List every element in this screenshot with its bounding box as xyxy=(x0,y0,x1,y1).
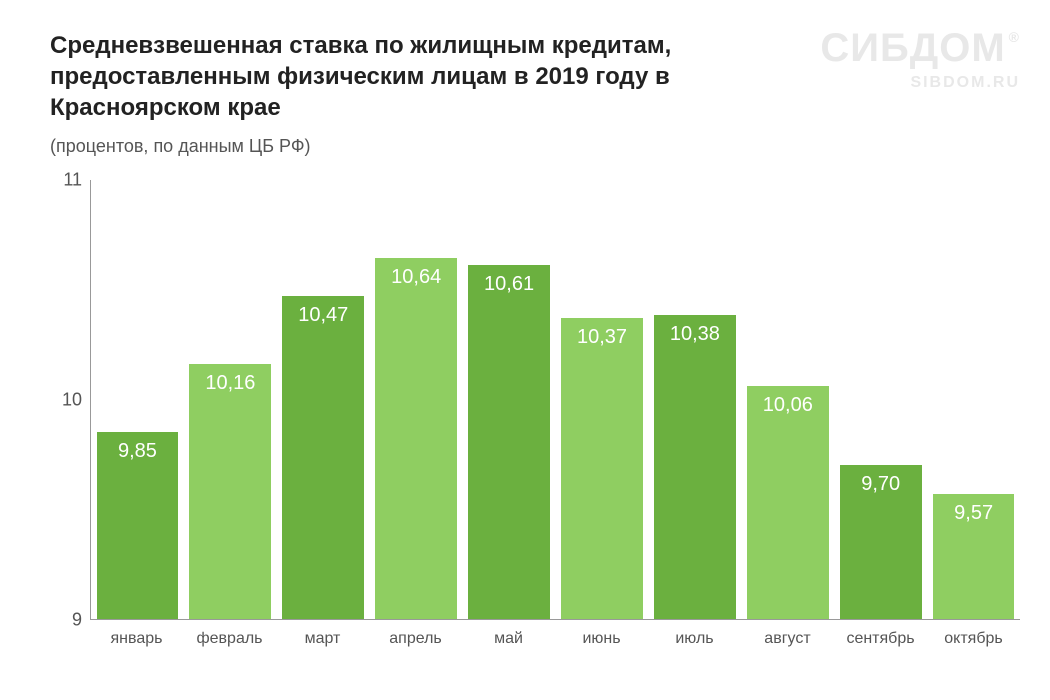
chart-area: 91011 9,85 10,16 10,47 10,64 10,61 10,37 10,38… xyxy=(50,180,1020,660)
chart-title: Средневзвешенная ставка по жилищным кред… xyxy=(50,30,750,124)
watermark-registered: ® xyxy=(1009,30,1020,44)
watermark: СИБДОМ ® SIBDOM.RU xyxy=(820,28,1020,92)
y-tick-label: 11 xyxy=(63,170,82,191)
bar-value-label: 9,57 xyxy=(933,502,1015,525)
x-tick-label: апрель xyxy=(369,622,462,648)
y-tick-label: 10 xyxy=(62,390,82,411)
x-tick-label: май xyxy=(462,622,555,648)
x-tick-label: июль xyxy=(648,622,741,648)
bar-slot: 10,47 xyxy=(277,180,370,619)
bar: 9,70 xyxy=(840,465,922,619)
x-tick-label: январь xyxy=(90,622,183,648)
bar: 10,06 xyxy=(747,386,829,619)
x-tick-label: июнь xyxy=(555,622,648,648)
x-tick-label: август xyxy=(741,622,834,648)
bar-value-label: 10,06 xyxy=(747,394,829,417)
bar-slot: 9,70 xyxy=(834,180,927,619)
bar-value-label: 10,47 xyxy=(282,304,364,327)
bar-slot: 9,85 xyxy=(91,180,184,619)
bar-value-label: 9,70 xyxy=(840,473,922,496)
bar-slot: 10,16 xyxy=(184,180,277,619)
watermark-site: SIBDOM.RU xyxy=(820,74,1020,92)
bar: 10,37 xyxy=(561,318,643,619)
bar: 10,16 xyxy=(189,364,271,619)
bar-value-label: 10,16 xyxy=(189,372,271,395)
bar-value-label: 10,64 xyxy=(375,266,457,289)
bar-value-label: 10,61 xyxy=(468,273,550,296)
bar-slot: 10,06 xyxy=(741,180,834,619)
bar-slot: 9,57 xyxy=(927,180,1020,619)
chart-subtitle: (процентов, по данным ЦБ РФ) xyxy=(50,136,750,157)
x-tick-label: сентябрь xyxy=(834,622,927,648)
watermark-brand: СИБДОМ ® xyxy=(820,28,1020,68)
bar: 9,57 xyxy=(933,494,1015,619)
bar: 10,47 xyxy=(282,296,364,619)
page-root: СИБДОМ ® SIBDOM.RU Средневзвешенная став… xyxy=(0,0,1050,700)
watermark-brand-text: СИБДОМ xyxy=(820,28,1005,68)
title-block: Средневзвешенная ставка по жилищным кред… xyxy=(50,30,750,157)
bar: 10,61 xyxy=(468,265,550,619)
bar-value-label: 10,38 xyxy=(654,323,736,346)
x-axis: январьфевральмартапрельмайиюньиюльавгуст… xyxy=(90,622,1020,648)
bar: 10,64 xyxy=(375,258,457,619)
plot-area: 9,85 10,16 10,47 10,64 10,61 10,37 10,38 10,06 9… xyxy=(90,180,1020,620)
bar: 9,85 xyxy=(97,432,179,619)
bar-slot: 10,38 xyxy=(648,180,741,619)
bar-slot: 10,64 xyxy=(370,180,463,619)
bar: 10,38 xyxy=(654,315,736,619)
bar-value-label: 9,85 xyxy=(97,440,179,463)
bars-container: 9,85 10,16 10,47 10,64 10,61 10,37 10,38 10,06 9… xyxy=(91,180,1020,619)
x-tick-label: октябрь xyxy=(927,622,1020,648)
x-tick-label: март xyxy=(276,622,369,648)
bar-slot: 10,61 xyxy=(463,180,556,619)
bar-value-label: 10,37 xyxy=(561,326,643,349)
x-tick-label: февраль xyxy=(183,622,276,648)
bar-slot: 10,37 xyxy=(556,180,649,619)
y-axis: 91011 xyxy=(50,180,90,620)
y-tick-label: 9 xyxy=(72,610,82,631)
